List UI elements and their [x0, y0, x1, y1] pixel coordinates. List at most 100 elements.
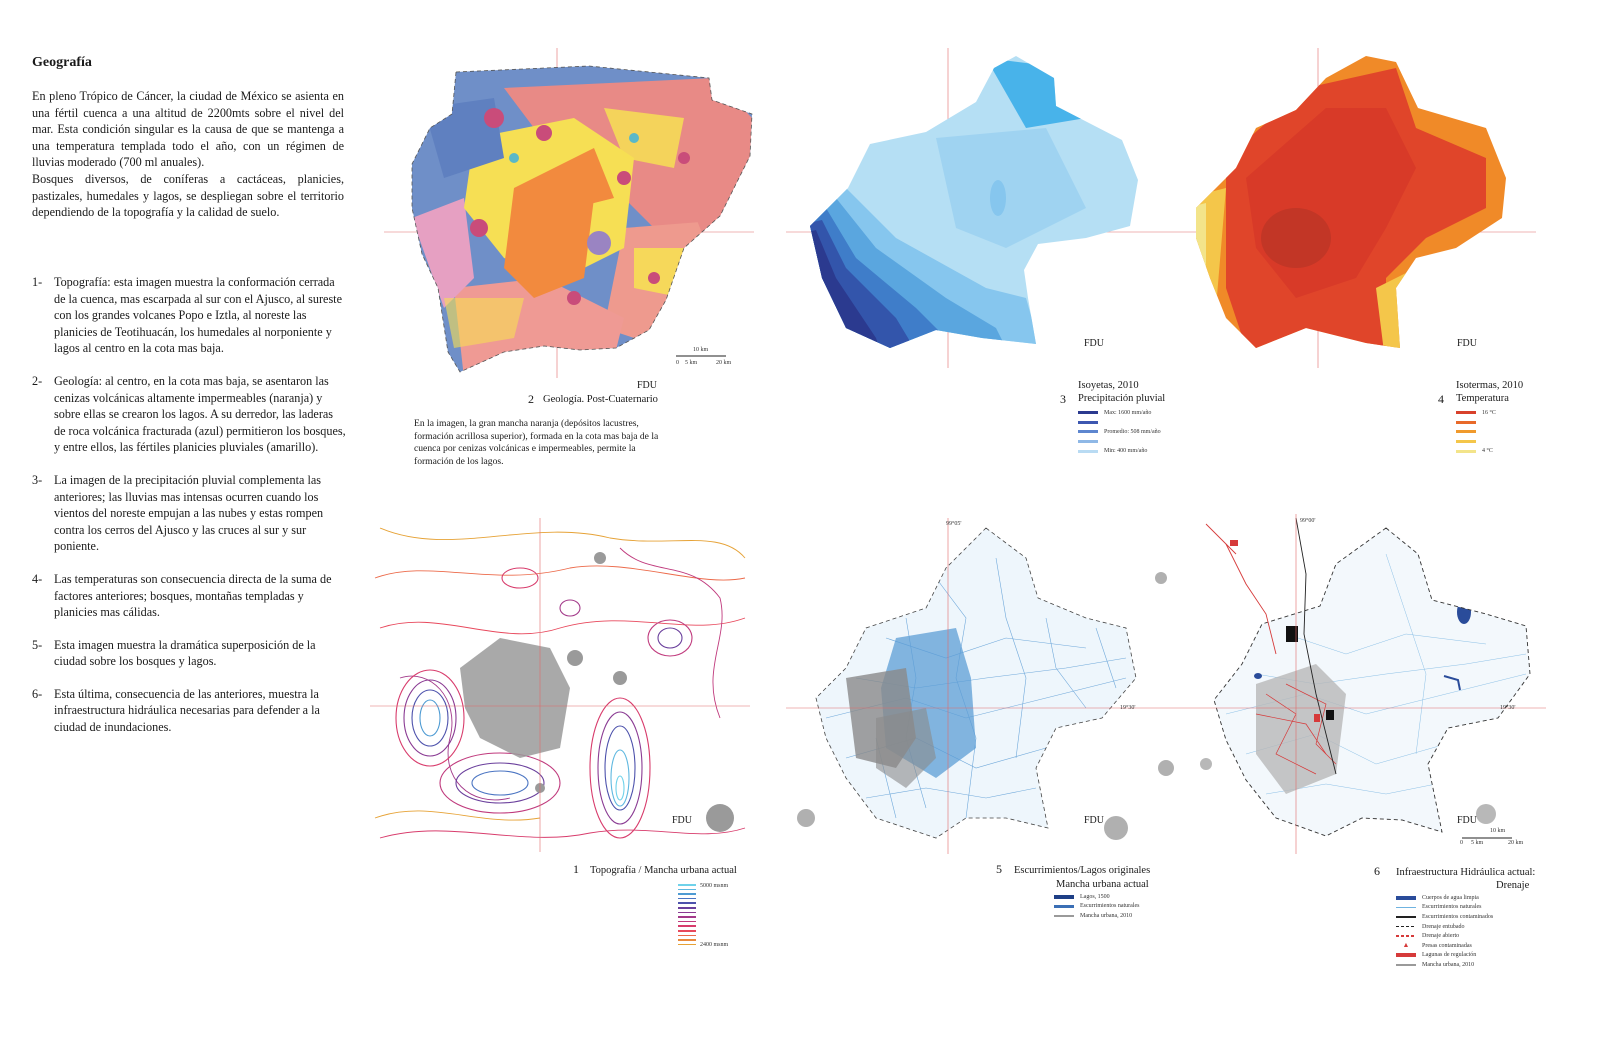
list-text: Geología: al centro, en la cota mas baja… — [54, 373, 346, 455]
runoff-legend: Lagos, 1500 Escurrimientos naturales Man… — [1054, 892, 1139, 921]
temperature-caption-2: Temperatura — [1456, 393, 1509, 404]
legend-swatch — [1396, 964, 1416, 966]
legend-label: Mancha urbana, 2010 — [1080, 912, 1133, 919]
list-number: 6- — [32, 686, 43, 701]
legend-swatch — [678, 897, 696, 900]
topography-legend — [678, 884, 696, 950]
legend-swatch — [678, 906, 696, 909]
rainfall-fdu: FDU — [1084, 338, 1105, 349]
legend-swatch — [678, 929, 696, 932]
legend-label: Cuerpos de agua limpia — [1422, 894, 1479, 901]
topography-legend-bottom: 2400 msnm — [700, 942, 729, 948]
topography-caption-number: 1 — [573, 862, 579, 876]
list-item: 4- Las temperaturas son consecuencia dire… — [32, 571, 347, 621]
legend-swatch — [1396, 925, 1416, 928]
hydraulic-scale-5: 5 km — [1471, 840, 1484, 846]
intro-text: En pleno Trópico de Cáncer, la ciudad de… — [32, 88, 344, 221]
rainfall-caption-1: Isoyetas, 2010 — [1078, 380, 1139, 391]
legend-swatch — [1078, 411, 1098, 415]
topography-caption: Topografía / Mancha urbana actual — [590, 865, 737, 876]
runoff-caption-1: Escurrimientos/Lagos originales — [1014, 865, 1151, 876]
hydraulic-scale-20: 20 km — [1508, 840, 1524, 846]
geology-map — [384, 48, 754, 378]
legend-swatch — [1396, 916, 1416, 918]
list-text: Topografía: esta imagen muestra la confo… — [54, 275, 342, 356]
rainfall-caption-number: 3 — [1060, 392, 1066, 406]
legend-swatch — [678, 884, 696, 886]
legend-label: Lagos, 1500 — [1080, 893, 1110, 900]
legend-label: Max: 1600 mm/año — [1104, 409, 1152, 416]
geology-scale-top: 10 km — [693, 347, 709, 353]
legend-swatch — [678, 943, 696, 946]
runoff-coord-label: 99°05' — [946, 521, 962, 527]
geology-scale-0: 0 — [676, 360, 679, 366]
legend-swatch — [1456, 449, 1476, 453]
hydraulic-scale-0: 0 — [1460, 840, 1463, 846]
geology-caption-number: 2 — [528, 392, 534, 406]
legend-swatch — [1456, 420, 1476, 424]
geology-fdu: FDU — [637, 380, 658, 391]
legend-swatch — [1456, 430, 1476, 434]
list-item: 5- Esta imagen muestra la dramática super… — [32, 637, 347, 670]
intro-paragraph-2: Bosques diversos, de coníferas a cactáce… — [32, 171, 344, 220]
list-number: 4- — [32, 571, 43, 586]
temperature-caption-number: 4 — [1438, 392, 1444, 406]
geology-caption: Geología. Post-Cuaternario — [543, 394, 658, 405]
topography-map — [370, 518, 750, 852]
hydraulic-map — [1186, 514, 1546, 854]
topography-legend-top: 5000 msnm — [700, 883, 729, 889]
hydraulic-coord-label-lat: 19°30' — [1500, 705, 1516, 711]
legend-label: 4 °C — [1482, 448, 1493, 455]
hydraulic-scale-top: 10 km — [1490, 828, 1506, 834]
rainfall-map — [786, 48, 1186, 368]
list-item: 1- Topografía: esta imagen muestra la con… — [32, 274, 347, 357]
rainfall-legend: Max: 1600 mm/año Promedio: 508 mm/año Mi… — [1078, 408, 1161, 456]
temperature-caption-1: Isotermas, 2010 — [1456, 380, 1524, 391]
legend-swatch — [678, 925, 696, 927]
legend-swatch — [1078, 430, 1098, 434]
legend-swatch — [678, 911, 696, 914]
list-text: La imagen de la precipitación pluvial co… — [54, 472, 324, 554]
temperature-fdu: FDU — [1457, 338, 1478, 349]
legend-label: Min: 400 mm/año — [1104, 448, 1148, 455]
runoff-map — [786, 518, 1186, 854]
list-item: 3- La imagen de la precipitación pluvial … — [32, 472, 347, 555]
legend-swatch — [678, 902, 696, 904]
hydraulic-legend: Cuerpos de agua limpia Escurrimientos na… — [1396, 893, 1493, 970]
legend-swatch — [1054, 894, 1074, 899]
legend-swatch — [1078, 449, 1098, 453]
legend-swatch — [678, 916, 696, 918]
hydraulic-caption-2: Drenaje — [1496, 880, 1530, 891]
runoff-fdu: FDU — [1084, 815, 1105, 826]
legend-swatch — [678, 888, 696, 891]
numbered-list: 1- Topografía: esta imagen muestra la con… — [32, 274, 347, 752]
legend-swatch — [678, 939, 696, 941]
legend-label: Escurrimientos contaminados — [1422, 913, 1494, 920]
legend-label: Drenaje abierto — [1422, 933, 1460, 940]
intro-paragraph-1: En pleno Trópico de Cáncer, la ciudad de… — [32, 89, 344, 170]
topography-fdu: FDU — [672, 815, 693, 826]
geology-scale-5: 5 km — [685, 360, 698, 366]
legend-label: Drenaje entubado — [1422, 923, 1465, 930]
triangle-icon: ▲ — [1402, 941, 1410, 950]
legend-label: Escurrimientos naturales — [1422, 904, 1482, 911]
legend-swatch — [678, 893, 696, 895]
page-title: Geografía — [32, 55, 92, 70]
legend-label: Escurrimientos naturales — [1080, 903, 1140, 910]
legend-swatch — [1396, 906, 1416, 909]
list-number: 2- — [32, 373, 43, 388]
runoff-caption-2: Mancha urbana actual — [1056, 879, 1149, 890]
hydraulic-caption-number: 6 — [1374, 864, 1380, 878]
legend-label: Promedio: 508 mm/año — [1104, 428, 1161, 435]
temperature-map — [1186, 48, 1536, 368]
legend-swatch — [1396, 935, 1416, 937]
list-number: 3- — [32, 472, 43, 487]
legend-swatch — [1054, 915, 1074, 917]
legend-swatch — [1054, 904, 1074, 908]
runoff-coord-label-lat: 19°30' — [1120, 705, 1136, 711]
list-number: 5- — [32, 637, 43, 652]
list-number: 1- — [32, 275, 43, 289]
temperature-legend: 16 °C 4 °C — [1456, 408, 1496, 456]
legend-swatch — [678, 934, 696, 937]
legend-swatch — [1456, 440, 1476, 444]
